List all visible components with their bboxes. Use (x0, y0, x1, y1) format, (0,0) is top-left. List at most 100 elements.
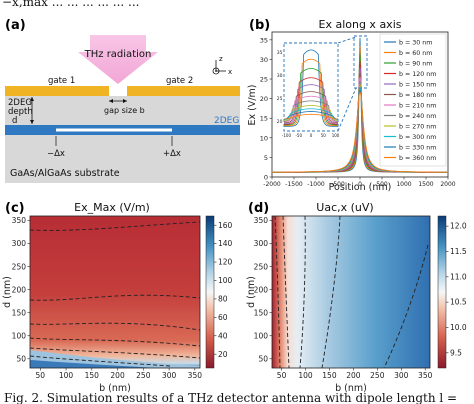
panel-c-label: (c) (5, 201, 25, 216)
chart-b-ytick-label: 0 (264, 174, 268, 182)
chart-b-legend (379, 33, 447, 167)
heatmap-xtick-label: 350 (188, 371, 203, 380)
chart-b-legend-label: b = 360 nm (399, 155, 436, 162)
colorbar-tick-label: 160 (218, 221, 233, 230)
chart-b-xtick-label: 0 (358, 181, 362, 188)
heatmap-xtick-label: 100 (298, 371, 313, 380)
plus-dx-label: +Δx (163, 149, 181, 159)
chart-d-title: Uac,x (uV) (316, 201, 373, 214)
chart-b-legend-label: b = 30 nm (399, 39, 432, 46)
colorbar-tick-label: 100 (218, 276, 233, 285)
chart-b-legend-label: b = 270 nm (399, 123, 436, 130)
chart-c-contour (29, 322, 201, 331)
chart-c-ylabel: d (nm) (2, 276, 13, 308)
inset-xtick-label: -100 (282, 133, 292, 138)
top-cut-text: −x,max ... ... ... ... ... ... (2, 0, 139, 9)
colorbar-tick-label: 12.0 (450, 222, 467, 231)
axis-x-label: x (228, 68, 232, 76)
inset-series-line (284, 84, 338, 124)
panel-d-label: (d) (248, 201, 269, 216)
inset-ytick-label: 30 (277, 73, 283, 79)
chart-c-contour (29, 355, 171, 367)
chart-c-frame (29, 215, 201, 369)
heatmap-ytick-label: 350 (254, 216, 269, 225)
gate-1 (5, 86, 109, 96)
minus-dx-label: −Δx (47, 149, 65, 159)
chart-c-contour (29, 294, 201, 301)
heatmap-xtick-label: 350 (418, 371, 433, 380)
chart-b-legend-label: b = 150 nm (399, 81, 436, 88)
inset-xtick-label: 100 (332, 133, 340, 138)
inset-series-line (284, 100, 338, 122)
inset-ytick-label: 35 (277, 50, 283, 56)
chart-b-xtick-label: 2000 (440, 181, 455, 188)
inset-series-line (284, 91, 338, 124)
chart-c-contour (29, 347, 201, 359)
chart-b-xtick-label: 500 (376, 181, 388, 188)
heatmap-ytick-label: 250 (254, 262, 269, 271)
colorbar-tick-label: 80 (218, 295, 228, 304)
colorbar-tick-label: 140 (218, 239, 233, 248)
inset-xtick-label: 50 (321, 133, 327, 138)
thz-arrow (78, 35, 158, 84)
heatmap-ytick-label: 300 (12, 239, 27, 248)
heatmap-xtick-label: 50 (36, 371, 46, 380)
colorbar-tick-label: 20 (218, 350, 228, 359)
chart-b-ytick-label: 30 (260, 56, 268, 64)
substrate-label: GaAs/AlGaAs substrate (10, 168, 120, 179)
heatmap-ytick-label: 250 (12, 262, 27, 271)
colorbar-tick-label: 10.5 (450, 298, 467, 307)
chart-b-legend-label: b = 240 nm (399, 113, 436, 120)
gate-2 (127, 86, 240, 96)
axis-glyph: z x (212, 55, 232, 76)
panel-c-chart: (c) Ex_Max (V/m) 50 100 150 200 250 300 350 50 1… (2, 201, 233, 394)
thz-label: THz radiation (84, 49, 152, 60)
inset-series-line (284, 68, 338, 126)
chart-d-map (272, 216, 430, 368)
chart-b-legend-label: b = 120 nm (399, 71, 436, 78)
colorbar-tick-label: 11.0 (450, 272, 467, 281)
heatmap-xtick-label: 150 (85, 371, 100, 380)
panel-d-chart: (d) Uac,x (uV) 50 100 150 200 250 300 350 50 100… (246, 201, 467, 394)
figure-caption: Fig. 2. Simulation results of a THz dete… (4, 391, 457, 404)
heatmap-xtick-label: 250 (136, 371, 151, 380)
chart-b-xtick-label: -2000 (263, 181, 281, 188)
heatmap-xtick-label: 150 (322, 371, 337, 380)
chart-d-contour (383, 244, 429, 369)
chart-c-map (30, 216, 200, 368)
heatmap-ytick-label: 200 (254, 285, 269, 294)
chart-d-frame (271, 215, 431, 369)
heatmap-xtick-label: 100 (59, 371, 74, 380)
chart-b-legend-label: b = 60 nm (399, 50, 432, 57)
chart-b-xtick-label: -500 (331, 181, 345, 188)
chart-b-ytick-label: 15 (260, 115, 268, 123)
depth-label-1: 2DEG (8, 98, 32, 108)
chart-b-xtick-label: 1000 (396, 181, 411, 188)
chart-b-ytick-label: 25 (260, 76, 268, 84)
inset-xtick-label: -50 (295, 133, 302, 138)
chart-b-ytick-label: 10 (260, 134, 268, 142)
inset-series-line (284, 105, 338, 122)
heatmap-ytick-label: 50 (258, 354, 268, 363)
heatmap-xtick-label: 50 (277, 371, 287, 380)
chart-c-colorbar (205, 215, 215, 369)
heatmap-ytick-label: 100 (12, 331, 27, 340)
chart-b-legend-label: b = 330 nm (399, 144, 436, 151)
panel-a-label: (a) (5, 18, 26, 33)
gate1-label: gate 1 (48, 76, 75, 86)
axis-z-label: z (219, 55, 223, 63)
chart-b-title: Ex along x axis (319, 18, 402, 31)
chart-b-legend-label: b = 300 nm (399, 134, 436, 141)
heatmap-xtick-label: 250 (370, 371, 385, 380)
panel-b-label: (b) (249, 18, 270, 33)
chart-b-ytick-label: 20 (260, 95, 268, 103)
colorbar-tick-label: 60 (218, 313, 228, 322)
panel-a-schematic: (a) THz radiation z x gate 1 gate 2 2DEG… (5, 18, 240, 183)
chart-c-contour (29, 221, 201, 231)
colorbar-tick-label: 11.5 (450, 247, 467, 256)
inset-series-line (284, 111, 338, 120)
inset-frame (283, 42, 339, 132)
chart-d-ylabel: d (nm) (246, 276, 257, 308)
colorbar-tick-label: 120 (218, 258, 233, 267)
